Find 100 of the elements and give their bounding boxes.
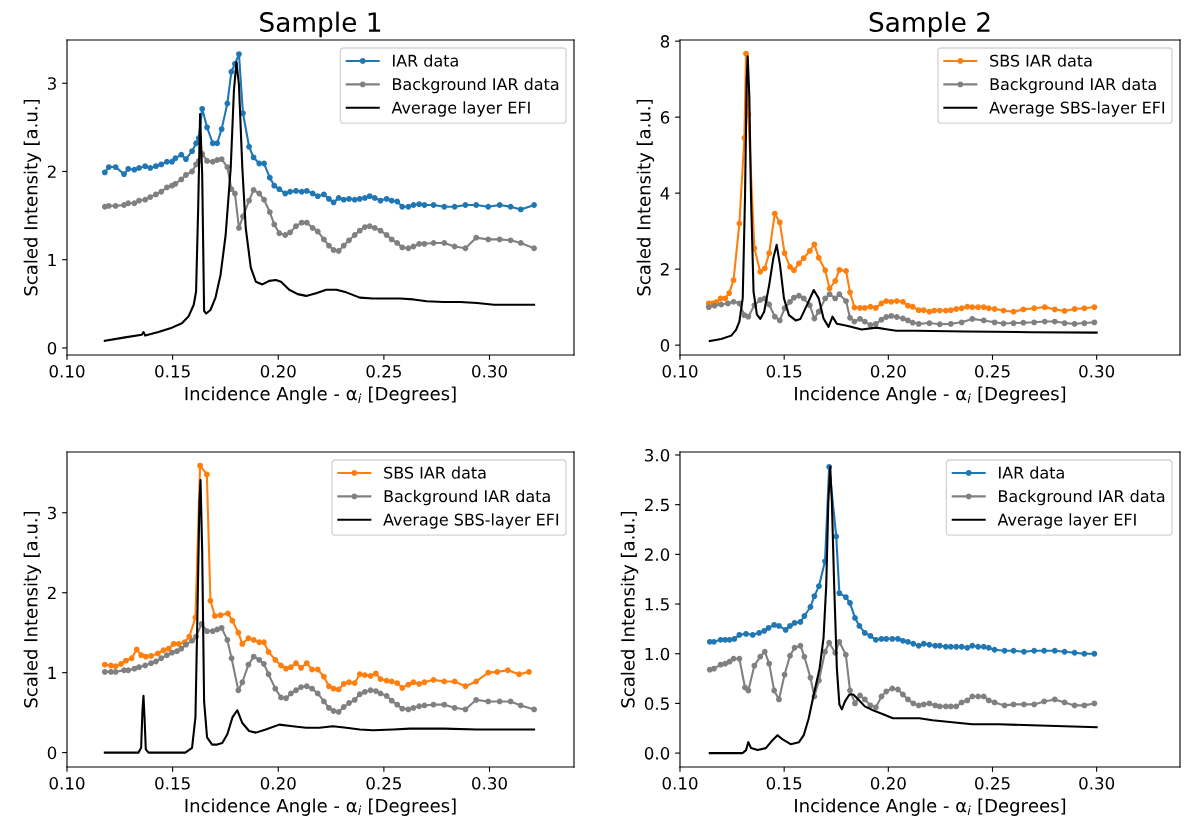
point — [1081, 320, 1088, 326]
point — [796, 292, 802, 299]
point — [980, 317, 987, 324]
point — [947, 320, 954, 327]
legend-label: Background IAR data — [990, 77, 1156, 94]
y-tick-label: 0.5 — [644, 697, 669, 710]
y-tick-label: 3 — [47, 77, 56, 90]
x-axis-title: Incidence Angle - α$_{i}$ [Degrees] — [185, 798, 456, 816]
legend-label: SBS IAR data — [990, 54, 1092, 67]
x-tick-label: 0.30 — [472, 777, 507, 790]
point — [1020, 319, 1027, 326]
chart-title: Sample 2 — [869, 11, 990, 38]
point — [883, 314, 890, 320]
point — [800, 295, 807, 302]
y-tick-label: 0 — [47, 746, 57, 760]
legend-label: Background IAR data — [393, 77, 559, 94]
point — [915, 320, 922, 327]
point — [1000, 320, 1007, 327]
y-tick-label: 0 — [660, 339, 670, 352]
point — [1010, 320, 1017, 326]
point — [1051, 318, 1058, 325]
y-tick-label: 6 — [660, 111, 670, 124]
legend-label: SBS IAR data — [384, 466, 486, 479]
point — [826, 291, 833, 298]
y-tick-label: 8 — [660, 35, 670, 48]
y-axis-title: Scaled Intensity [a.u.] — [620, 511, 639, 708]
y-tick-label: 2 — [47, 586, 56, 600]
point — [888, 312, 895, 319]
point — [857, 315, 863, 322]
point — [776, 317, 783, 324]
point — [843, 298, 849, 304]
point — [861, 318, 868, 325]
y-tick-label: 1 — [48, 666, 56, 679]
x-axis-title: Incidence Angle - α$_{i}$ [Degrees] — [795, 386, 1066, 404]
y-tick-label: 2.0 — [644, 548, 670, 561]
point — [766, 301, 773, 308]
legend-label: Background IAR data — [384, 489, 550, 506]
y-tick-label: 0.0 — [644, 747, 670, 760]
x-tick-label: 0.20 — [870, 365, 906, 378]
x-tick-label: 0.10 — [49, 777, 85, 790]
point — [787, 298, 793, 305]
x-tick-label: 0.30 — [1079, 365, 1115, 378]
x-tick-label: 0.15 — [766, 365, 802, 378]
point — [847, 314, 853, 321]
x-tick-label: 0.30 — [1079, 777, 1115, 790]
legend-label: Average SBS-layer EFI — [383, 513, 559, 529]
y-tick-label: 0 — [47, 341, 57, 355]
point — [1031, 319, 1038, 326]
point — [730, 298, 737, 305]
point — [867, 322, 874, 328]
y-tick-label: 2.5 — [644, 498, 669, 512]
legend-label: Average SBS-layer EFI — [989, 101, 1165, 117]
point — [757, 296, 764, 303]
y-tick-label: 2 — [660, 263, 669, 276]
legend-label: Average layer EFI — [997, 513, 1136, 529]
chart-title: Sample 1 — [260, 11, 381, 38]
point — [904, 317, 911, 324]
legend-label: IAR data — [393, 54, 458, 67]
y-axis-title: Scaled Intensity [a.u.] — [23, 99, 42, 296]
point — [872, 320, 879, 327]
legend-label: IAR data — [999, 466, 1064, 479]
point — [899, 315, 906, 322]
point — [878, 316, 885, 323]
y-tick-label: 1.0 — [645, 647, 670, 661]
point — [1091, 319, 1098, 326]
x-tick-label: 0.20 — [870, 777, 906, 790]
point — [771, 313, 778, 320]
x-tick-label: 0.10 — [662, 777, 698, 790]
y-tick-label: 1 — [48, 253, 56, 267]
y-tick-label: 2 — [47, 165, 56, 178]
point — [811, 315, 818, 322]
y-axis-title: Scaled Intensity [a.u.] — [636, 99, 655, 296]
y-tick-label: 4 — [660, 187, 670, 200]
point — [832, 295, 839, 302]
x-tick-label: 0.10 — [662, 365, 698, 378]
point — [836, 291, 843, 298]
x-tick-label: 0.10 — [49, 365, 85, 378]
x-axis-title: Incidence Angle - α$_{i}$ [Degrees] — [795, 798, 1066, 816]
point — [806, 302, 813, 309]
point — [791, 294, 797, 301]
x-axis-title: Incidence Angle - α$_{i}$ [Degrees] — [185, 386, 456, 404]
point — [893, 314, 900, 320]
x-tick-label: 0.25 — [366, 777, 401, 790]
point — [705, 304, 712, 311]
point — [851, 318, 858, 325]
x-tick-label: 0.25 — [975, 777, 1010, 790]
x-tick-label: 0.20 — [260, 777, 296, 790]
point — [718, 301, 725, 308]
y-tick-label: 1.5 — [645, 598, 669, 611]
point — [1071, 320, 1078, 327]
x-tick-label: 0.15 — [155, 365, 190, 378]
legend-label: Background IAR data — [999, 489, 1165, 506]
point — [1041, 318, 1048, 325]
point — [745, 313, 752, 320]
point — [909, 319, 916, 326]
x-tick-label: 0.15 — [766, 777, 802, 790]
y-tick-label: 3 — [47, 506, 56, 520]
point — [991, 319, 998, 326]
y-tick-label: 3.0 — [645, 448, 670, 462]
point — [958, 319, 965, 326]
